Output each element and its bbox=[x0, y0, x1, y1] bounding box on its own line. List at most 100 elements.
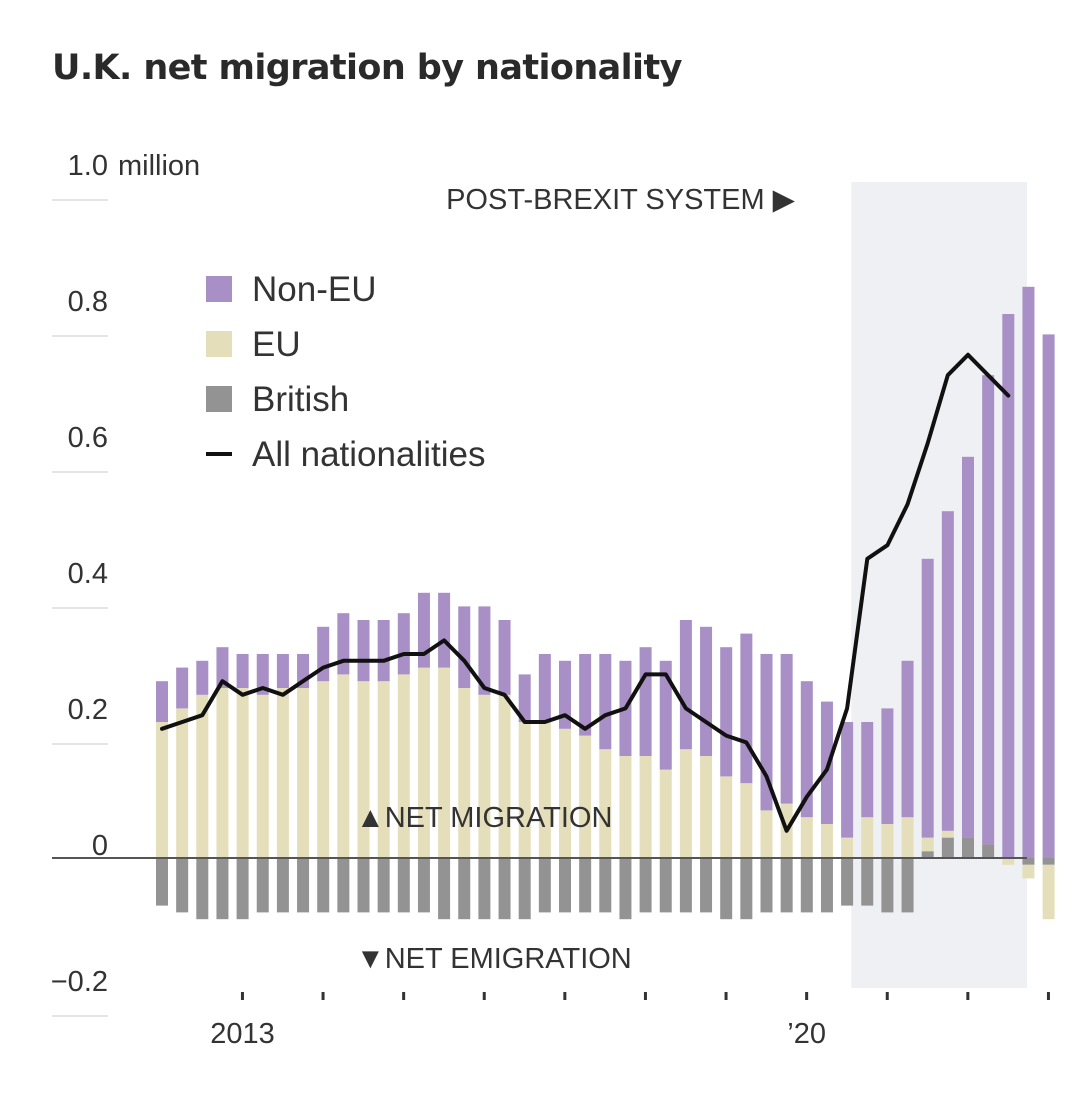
british-bar bbox=[478, 858, 491, 920]
british-bar bbox=[559, 858, 571, 913]
non-eu-bar bbox=[881, 708, 894, 824]
british-bar bbox=[599, 858, 612, 913]
eu-bar bbox=[659, 769, 672, 858]
eu-bar bbox=[357, 681, 370, 858]
british-bar bbox=[941, 837, 954, 858]
non-eu-bar bbox=[740, 633, 753, 784]
eu-bar bbox=[841, 837, 854, 858]
eu-bar bbox=[458, 688, 471, 858]
british-bar bbox=[357, 858, 370, 913]
british-bar bbox=[579, 858, 592, 913]
non-eu-bar bbox=[599, 654, 612, 750]
y-tick-label: 0 bbox=[92, 830, 108, 862]
non-eu-bar bbox=[377, 620, 390, 682]
british-bar bbox=[720, 858, 733, 920]
legend-swatch bbox=[206, 331, 232, 357]
non-eu-bar bbox=[921, 558, 934, 838]
post-brexit-label: POST-BREXIT SYSTEM ▶ bbox=[446, 184, 796, 216]
y-tick-label: −0.2 bbox=[51, 966, 108, 998]
net-emigration-annotation: ▼NET EMIGRATION bbox=[356, 943, 632, 975]
y-tick-label: 0.2 bbox=[68, 694, 108, 726]
non-eu-bar bbox=[941, 511, 954, 831]
non-eu-bar bbox=[1042, 334, 1055, 858]
british-bar bbox=[196, 858, 209, 920]
non-eu-bar bbox=[720, 647, 733, 777]
british-bar bbox=[438, 858, 451, 920]
british-bar bbox=[236, 858, 249, 920]
eu-bar bbox=[720, 776, 733, 858]
legend-item-all-nationalities: All nationalities bbox=[206, 435, 485, 474]
british-bar bbox=[156, 858, 168, 906]
eu-bar bbox=[700, 756, 713, 858]
british-bar bbox=[458, 858, 471, 920]
eu-bar bbox=[1002, 858, 1015, 865]
non-eu-bar bbox=[276, 654, 289, 688]
non-eu-bar bbox=[800, 681, 813, 818]
non-eu-bar bbox=[438, 592, 451, 668]
x-tick-label: 2013 bbox=[210, 1018, 275, 1050]
non-eu-bar bbox=[518, 674, 531, 722]
non-eu-bar bbox=[478, 606, 491, 695]
non-eu-bar bbox=[357, 620, 370, 682]
british-bar bbox=[679, 858, 692, 913]
british-bar bbox=[861, 858, 874, 906]
non-eu-bar bbox=[1002, 314, 1015, 858]
x-axis-ticks: 2013 ’20 bbox=[210, 992, 1050, 1050]
post-brexit-shaded-region bbox=[851, 182, 1027, 988]
british-bar bbox=[417, 858, 430, 913]
legend-label: British bbox=[252, 380, 349, 419]
eu-bar bbox=[478, 694, 491, 858]
y-axis-unit-label: million bbox=[118, 150, 200, 182]
non-eu-bar bbox=[317, 626, 330, 682]
british-bar bbox=[921, 851, 934, 858]
eu-bar bbox=[297, 688, 310, 858]
british-bar bbox=[498, 858, 511, 920]
eu-bar bbox=[599, 749, 612, 858]
eu-bar bbox=[397, 674, 410, 858]
eu-bar bbox=[820, 824, 833, 858]
british-bar bbox=[176, 858, 189, 913]
british-bar bbox=[800, 858, 813, 913]
british-bar bbox=[216, 858, 229, 920]
eu-bar bbox=[498, 694, 511, 858]
british-bar bbox=[700, 858, 713, 913]
y-axis-ticks: 1.0 0.8 0.6 0.4 0.2 0 −0.2 bbox=[51, 150, 108, 998]
eu-bar bbox=[236, 688, 249, 858]
non-eu-bar bbox=[196, 660, 209, 695]
british-bar bbox=[639, 858, 652, 913]
eu-bar bbox=[740, 783, 753, 858]
eu-bar bbox=[1022, 864, 1035, 879]
legend-label: All nationalities bbox=[252, 435, 485, 474]
eu-bar bbox=[901, 817, 914, 858]
british-bar bbox=[397, 858, 410, 913]
bars bbox=[156, 286, 1055, 920]
non-eu-bar bbox=[498, 620, 511, 695]
non-eu-bar bbox=[156, 681, 168, 722]
eu-bar bbox=[538, 722, 551, 858]
eu-bar bbox=[861, 817, 874, 858]
eu-bar bbox=[941, 830, 954, 838]
british-bar bbox=[901, 858, 914, 913]
non-eu-bar bbox=[679, 620, 692, 750]
eu-bar bbox=[216, 688, 229, 858]
non-eu-bar bbox=[236, 654, 249, 688]
british-bar bbox=[317, 858, 330, 913]
legend-swatch bbox=[206, 276, 232, 302]
non-eu-bar bbox=[1022, 286, 1035, 858]
british-bar bbox=[659, 858, 672, 913]
eu-bar bbox=[579, 735, 592, 858]
non-eu-bar bbox=[962, 456, 974, 838]
eu-bar bbox=[1042, 864, 1055, 920]
all-nationalities-line bbox=[160, 352, 1011, 833]
british-bar bbox=[820, 858, 833, 913]
eu-bar bbox=[276, 688, 289, 858]
british-bar bbox=[841, 858, 854, 906]
british-bar bbox=[1022, 858, 1035, 865]
eu-bar bbox=[881, 824, 894, 858]
british-bar bbox=[962, 837, 974, 858]
non-eu-bar bbox=[820, 701, 833, 824]
non-eu-bar bbox=[659, 660, 672, 770]
chart-title: U.K. net migration by nationality bbox=[52, 48, 682, 88]
eu-bar bbox=[317, 681, 330, 858]
